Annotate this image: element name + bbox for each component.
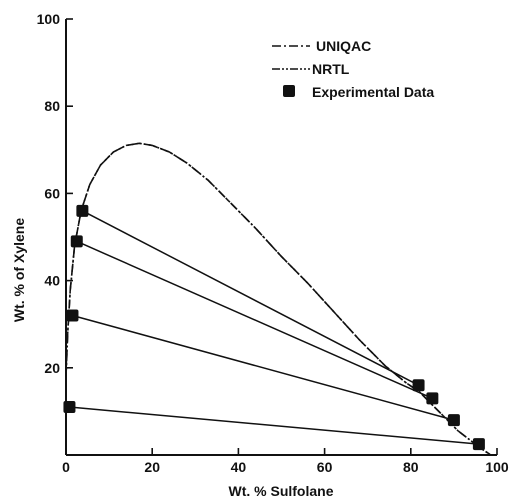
series-nrtl-line xyxy=(65,142,492,456)
y-tick-label: 60 xyxy=(44,185,60,201)
tie-line xyxy=(82,210,419,386)
series-uniqac-line xyxy=(65,142,492,456)
tie-line xyxy=(72,314,455,421)
x-tick-label: 0 xyxy=(62,459,70,475)
experimental-point xyxy=(447,414,460,427)
x-axis-title: Wt. % Sulfolane xyxy=(229,483,334,499)
y-axis-title: Wt. % of Xylene xyxy=(11,218,27,322)
curves xyxy=(65,142,492,456)
legend: UNIQAC NRTL Experimental Data xyxy=(272,38,434,100)
legend-experimental-label: Experimental Data xyxy=(312,84,434,100)
x-tick-label: 60 xyxy=(317,459,333,475)
x-tick-label: 20 xyxy=(144,459,160,475)
experimental-point xyxy=(426,392,439,405)
y-tick-label: 40 xyxy=(44,273,60,289)
experimental-point xyxy=(472,438,485,451)
axes: 0 20 40 60 80 100 20 40 60 80 100 xyxy=(37,11,509,475)
x-tick-label: 100 xyxy=(485,459,509,475)
experimental-points xyxy=(63,204,485,451)
experimental-point xyxy=(412,379,425,392)
tie-lines xyxy=(69,210,479,445)
experimental-point xyxy=(76,204,89,217)
y-tick-label: 20 xyxy=(44,360,60,376)
tie-line xyxy=(76,240,433,400)
experimental-point xyxy=(66,309,79,322)
legend-nrtl-label: NRTL xyxy=(312,61,350,77)
legend-uniqac-label: UNIQAC xyxy=(316,38,371,54)
y-tick-label: 100 xyxy=(37,11,61,27)
experimental-point xyxy=(63,401,76,414)
x-tick-label: 80 xyxy=(403,459,419,475)
x-tick-label: 40 xyxy=(231,459,247,475)
tie-line xyxy=(69,406,479,445)
legend-experimental-marker xyxy=(283,85,295,97)
experimental-point xyxy=(70,235,83,248)
y-tick-label: 80 xyxy=(44,98,60,114)
